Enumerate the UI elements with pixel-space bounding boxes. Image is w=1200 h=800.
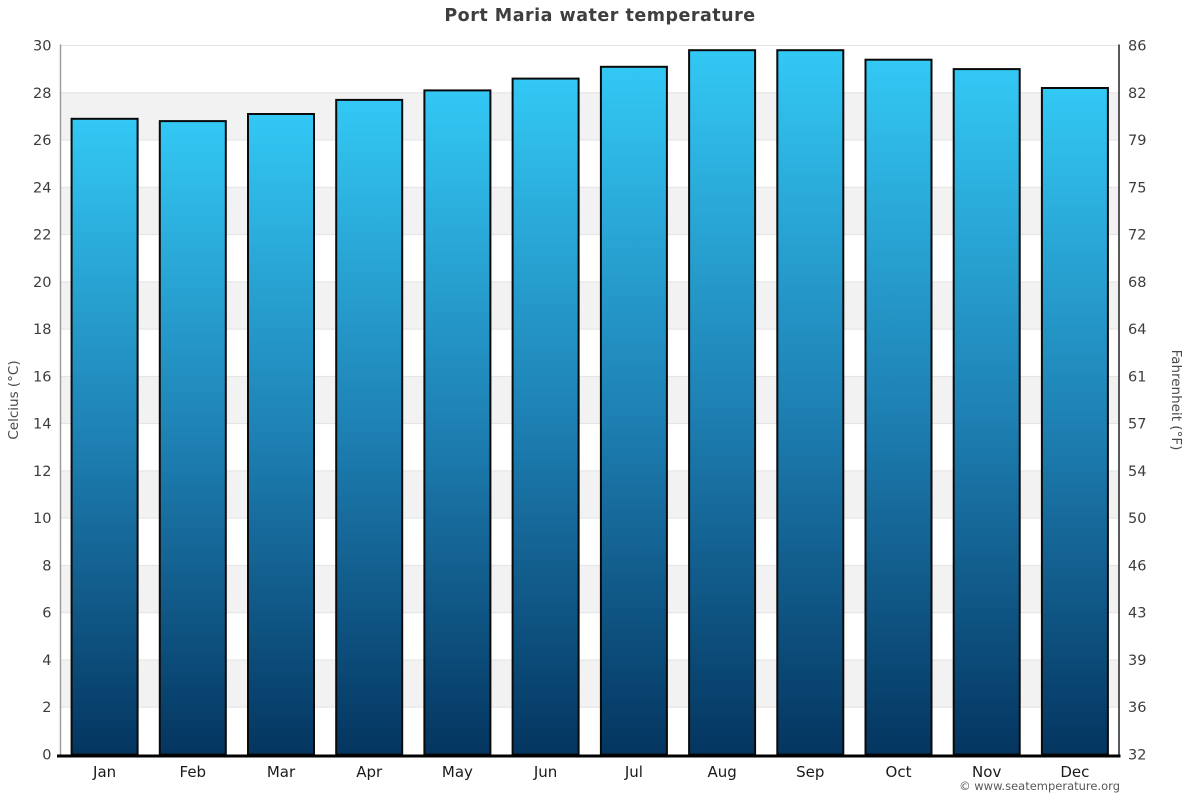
tick-label-fahrenheit-64: 64 [1128,322,1146,338]
tick-label-celsius-30: 30 [33,39,51,55]
tick-label-fahrenheit-57: 57 [1128,417,1146,433]
chart-title: Port Maria water temperature [444,6,756,26]
bar-apr [335,98,404,756]
tick-label-fahrenheit-43: 43 [1128,606,1146,622]
tick-label-fahrenheit-50: 50 [1128,511,1146,527]
bar-sep [776,49,845,756]
bar-dec [1040,87,1109,756]
tick-label-fahrenheit-79: 79 [1128,133,1146,149]
tick-label-fahrenheit-46: 46 [1128,558,1146,574]
tick-label-fahrenheit-75: 75 [1128,180,1146,196]
grid-band [60,92,1119,141]
month-label-may: May [442,763,473,781]
tick-label-celsius-28: 28 [33,86,51,102]
grid-band [60,281,1119,330]
month-label-jan: Jan [92,763,116,781]
grid-band [60,470,1119,519]
tick-label-fahrenheit-32: 32 [1128,748,1146,764]
tick-label-fahrenheit-82: 82 [1128,86,1146,102]
copyright-credit-link[interactable]: © www.seatemperature.org [959,779,1120,793]
bar-mar [247,113,315,756]
grid-band [60,376,1119,424]
tick-label-celsius-24: 24 [33,180,51,196]
bar-feb [158,120,227,756]
month-label-nov: Nov [972,763,1001,781]
bar-may [423,89,492,756]
month-label-oct: Oct [886,763,912,781]
bar-nov [952,68,1021,756]
tick-label-fahrenheit-39: 39 [1128,653,1146,669]
tick-label-celsius-2: 2 [42,700,51,716]
tick-label-fahrenheit-36: 36 [1128,700,1146,716]
bar-jul [599,65,668,756]
tick-label-celsius-12: 12 [33,464,51,480]
tick-label-celsius-8: 8 [42,558,51,574]
tick-label-fahrenheit-54: 54 [1128,464,1146,480]
month-label-apr: Apr [356,763,383,781]
tick-label-celsius-20: 20 [33,275,51,291]
month-label-aug: Aug [707,763,736,781]
month-label-jun: Jun [533,763,557,781]
grid-band [60,659,1119,708]
bar-oct [864,58,933,756]
tick-label-fahrenheit-68: 68 [1128,275,1146,291]
month-label-sep: Sep [796,763,824,781]
tick-label-celsius-10: 10 [33,511,51,527]
bar-jun [511,77,580,756]
tick-label-celsius-6: 6 [42,606,51,622]
tick-label-fahrenheit-86: 86 [1128,39,1146,55]
tick-label-celsius-22: 22 [33,228,51,244]
tick-label-celsius-18: 18 [33,322,51,338]
tick-label-celsius-26: 26 [33,133,51,149]
month-label-jul: Jul [624,763,643,781]
tick-label-fahrenheit-72: 72 [1128,228,1146,244]
month-label-feb: Feb [180,763,207,781]
month-label-mar: Mar [267,763,296,781]
tick-label-celsius-14: 14 [33,417,51,433]
grid-band [60,187,1119,235]
grid-band [60,565,1119,613]
tick-label-celsius-0: 0 [42,748,51,764]
tick-label-fahrenheit-61: 61 [1128,369,1146,385]
bar-aug [688,49,757,756]
tick-label-celsius-4: 4 [42,653,51,669]
tick-label-celsius-16: 16 [33,369,51,385]
bar-jan [70,117,139,756]
month-label-dec: Dec [1060,763,1089,781]
